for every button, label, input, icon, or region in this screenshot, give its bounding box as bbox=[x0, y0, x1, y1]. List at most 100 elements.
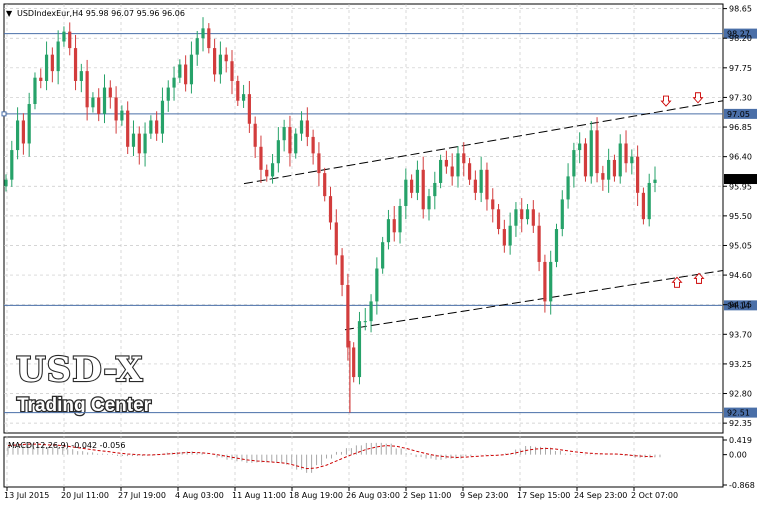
candle-body bbox=[369, 301, 373, 322]
candle-body bbox=[259, 146, 263, 170]
candle-body bbox=[583, 143, 588, 177]
watermark-line2: Trading Center bbox=[17, 395, 152, 416]
candle-body bbox=[236, 80, 240, 101]
candle-body bbox=[253, 123, 257, 147]
candle-body bbox=[601, 173, 605, 180]
candle-body bbox=[485, 169, 489, 200]
y-tick-label: 98.20 bbox=[729, 34, 752, 43]
candle-body bbox=[415, 169, 420, 193]
current-price-label: 96.06 bbox=[727, 175, 750, 184]
candle-body bbox=[346, 284, 350, 348]
x-tick-label: 20 Jul 11:00 bbox=[61, 491, 109, 500]
candle-body bbox=[21, 120, 25, 144]
macd-tick-label: 0.419 bbox=[729, 436, 752, 445]
candle-body bbox=[282, 127, 286, 141]
arrow-markers bbox=[660, 92, 705, 288]
candle-body bbox=[178, 64, 182, 78]
y-tick-label: 93.25 bbox=[729, 360, 752, 369]
candle-body bbox=[554, 229, 559, 262]
macd-label: MACD(12,26,9) -0.042 -0.056 bbox=[8, 441, 125, 450]
macd-tick-label: 0.00 bbox=[729, 451, 747, 460]
candle-body bbox=[207, 28, 211, 49]
candle-body bbox=[438, 159, 443, 183]
y-tick-label: 96.40 bbox=[729, 153, 752, 162]
candle-body bbox=[363, 321, 367, 323]
candle-body bbox=[317, 153, 321, 174]
level-label: 98.27 bbox=[727, 30, 750, 39]
level-label-box bbox=[724, 108, 757, 119]
y-tick-label: 94.60 bbox=[729, 271, 752, 280]
trendlines bbox=[243, 100, 724, 331]
candle-body bbox=[543, 261, 547, 302]
macd-signal-line bbox=[7, 443, 656, 470]
candle-body bbox=[525, 209, 530, 220]
x-tick-label: 9 Sep 23:00 bbox=[460, 491, 508, 500]
x-tick-label: 17 Sep 15:00 bbox=[517, 491, 570, 500]
candle-body bbox=[578, 143, 582, 151]
candle-body bbox=[641, 192, 646, 220]
time-axis: 13 Jul 2015 20 Jul 11:00 27 Jul 19:00 4 Aug… bbox=[4, 487, 678, 500]
level-label-box bbox=[724, 300, 757, 311]
macd-panel-frame bbox=[3, 436, 724, 488]
macd-indicator: 0.419 0.00 -0.868 bbox=[7, 436, 755, 490]
candle-body bbox=[375, 268, 379, 302]
candle-body bbox=[496, 209, 501, 230]
candle-body bbox=[421, 169, 425, 210]
x-tick-label: 26 Aug 03:00 bbox=[346, 491, 400, 500]
candle-body bbox=[149, 120, 153, 134]
x-tick-label: 27 Jul 19:00 bbox=[118, 491, 166, 500]
candle-body bbox=[224, 54, 228, 62]
candle-body bbox=[131, 133, 136, 147]
candle-body bbox=[398, 205, 402, 233]
candle-body bbox=[276, 140, 280, 164]
chart-menu-icon[interactable]: ▼ bbox=[6, 9, 13, 18]
candle-body bbox=[114, 97, 118, 121]
candle-body bbox=[328, 196, 333, 223]
candle-body bbox=[612, 159, 617, 177]
x-tick-label: 11 Aug 11:00 bbox=[232, 491, 286, 500]
candle-body bbox=[531, 209, 535, 226]
candle-body bbox=[213, 48, 217, 75]
candle-body bbox=[491, 199, 495, 210]
candle-body bbox=[247, 94, 251, 124]
candle-body bbox=[56, 41, 60, 72]
candle-body bbox=[392, 219, 396, 233]
candle-body bbox=[427, 196, 431, 210]
down-arrow-icon bbox=[660, 95, 672, 107]
candle-body bbox=[462, 153, 466, 164]
candle-body bbox=[404, 179, 408, 206]
candle-body bbox=[33, 77, 37, 105]
candle-body bbox=[230, 61, 234, 81]
candle-body bbox=[357, 321, 362, 378]
candle-body bbox=[85, 71, 89, 108]
y-tick-label: 97.75 bbox=[729, 64, 752, 73]
candle-body bbox=[636, 156, 640, 193]
candle-body bbox=[50, 54, 54, 72]
candle-body bbox=[514, 209, 518, 226]
candle-body bbox=[450, 166, 454, 177]
candle-body bbox=[91, 97, 95, 108]
candle-body bbox=[265, 169, 269, 177]
y-tick-label: 94.15 bbox=[729, 301, 752, 310]
y-tick-label: 97.30 bbox=[729, 93, 752, 102]
x-tick-label: 4 Aug 03:00 bbox=[175, 491, 224, 500]
current-price-box bbox=[724, 174, 757, 185]
candle-body bbox=[589, 130, 593, 177]
y-tick-label: 95.50 bbox=[729, 212, 752, 221]
x-tick-label: 18 Aug 19:00 bbox=[289, 491, 343, 500]
candle-body bbox=[624, 143, 628, 164]
candle-body bbox=[618, 143, 622, 177]
candle-body bbox=[102, 87, 107, 114]
grid-lines bbox=[4, 4, 723, 487]
candle-body bbox=[647, 182, 651, 220]
candle-body bbox=[160, 100, 165, 134]
level-label-box bbox=[724, 28, 757, 39]
up-arrow-icon bbox=[693, 272, 705, 284]
candle-body bbox=[381, 242, 385, 269]
candle-body bbox=[410, 179, 414, 193]
price-axis: 98.65 98.20 97.75 97.30 96.85 96.40 95.95 95.50… bbox=[723, 5, 752, 428]
candle-body bbox=[520, 209, 524, 220]
candle-body bbox=[288, 127, 292, 154]
candle-body bbox=[10, 150, 14, 180]
candle-body bbox=[299, 120, 304, 134]
